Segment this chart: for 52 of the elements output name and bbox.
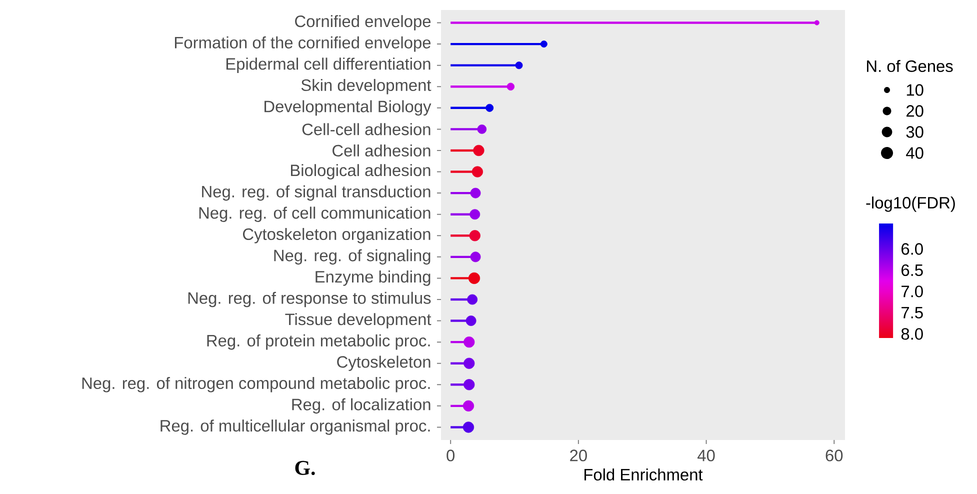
color-bar-label: 6.0 [902,243,923,255]
legend-label: 40 [906,147,924,159]
point [477,124,487,134]
x-tick-label: 0 [446,450,455,462]
x-tick-label: 60 [826,450,843,462]
y-tick-label: Reg. of multicellular organismal proc. [160,420,430,435]
y-tick-label: Neg. reg. of signal transduction [202,185,430,201]
y-tick-label: Epidermal cell differentiation [226,58,430,73]
point [470,209,480,220]
point [470,252,481,262]
y-tick-label: Skin development [301,78,432,94]
y-tick-label: Enzyme binding [316,270,430,286]
color-bar-title: -log10(FDR) [866,196,955,212]
y-tick-label: Cytoskeleton [337,356,430,372]
color-bar-label: 7.0 [902,286,923,298]
point [470,188,481,198]
text: G. [295,460,315,476]
y-tick-label: Biological adhesion [291,164,430,180]
point [466,316,476,326]
y-tick-label: Cell-cell adhesion [302,123,430,136]
color-bar-label: 7.5 [902,306,923,318]
point [462,422,474,433]
point [473,144,484,156]
legend-label: 20 [906,105,924,117]
y-tick-label: Neg. reg. of nitrogen compound metabolic proc. [82,376,430,392]
point [462,400,474,412]
y-tick-label: Developmental Biology [264,100,432,116]
y-tick-label: Reg. of localization [292,398,430,414]
point [464,358,475,369]
x-tick-label: 40 [698,450,715,462]
point [464,336,475,348]
color-bar-label: 6.5 [902,264,923,276]
point [469,230,480,242]
y-tick-label: Cornified envelope [295,15,431,30]
point [464,379,475,390]
y-tick-label: Cytoskeleton organization [242,228,430,244]
legend-title: N. of Genes [867,60,953,72]
point [472,166,483,178]
y-tick-label: Neg. reg. of response to stimulus [188,292,431,308]
x-tick-label: 20 [570,450,587,462]
y-tick-label: Cell adhesion [332,144,430,157]
legend-label: 10 [906,84,924,96]
y-tick-label: Neg. reg. of cell communication [199,206,430,222]
x-axis-title: Fold Enrichment [584,468,703,481]
y-tick-label: Reg. of protein metabolic proc. [207,334,430,350]
legend-label: 30 [906,126,924,138]
point [468,272,480,284]
y-tick-label: Tissue development [285,313,432,328]
point [467,294,478,305]
y-tick-label: Formation of the cornified envelope [174,36,431,52]
y-tick-label: Neg. reg. of signaling [274,249,430,265]
color-bar-label: 8.0 [901,328,923,340]
